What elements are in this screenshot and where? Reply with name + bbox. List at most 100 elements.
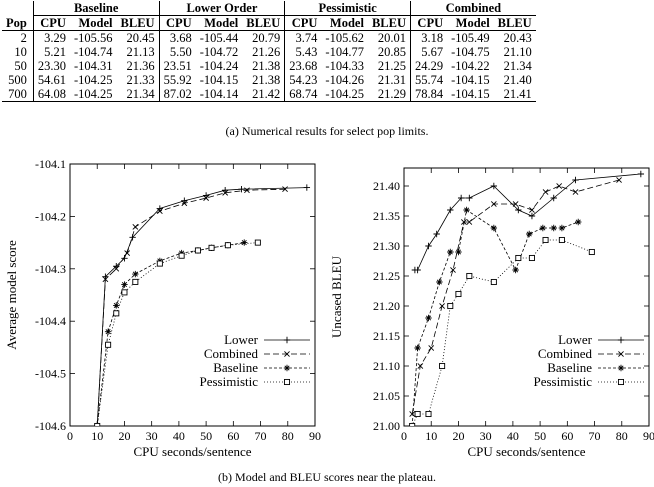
plot-axes: 0 10 20 30 40 50 60 70 80 90 21.00 21.05 21.10 21.15 2…	[373, 167, 654, 443]
x-tick-label: 90	[643, 429, 654, 443]
table-cell: 20.79	[252, 31, 281, 45]
x-tick-label: 0	[67, 429, 73, 443]
x-marker	[490, 201, 497, 207]
table-cell: 21.34	[503, 59, 532, 73]
x-tick-label: 50	[200, 429, 212, 443]
table-pop-cell: 500	[8, 73, 27, 87]
x-tick-label: 70	[255, 429, 267, 443]
table-cell: -104.25	[321, 87, 368, 102]
table-pop-cell: 50	[14, 59, 27, 73]
bleu-score-chart: 0 10 20 30 40 50 60 70 80 90 21.00 21.05 21.10 21.15 2…	[329, 167, 654, 459]
table-cell: -104.75	[451, 45, 490, 59]
table-cell: 20.85	[377, 45, 406, 59]
series-baseline	[408, 206, 582, 426]
table-corner-cell	[2, 1, 33, 16]
x-marker	[529, 207, 535, 213]
square-marker	[105, 341, 112, 348]
x-marker	[244, 187, 250, 194]
square-marker	[542, 236, 549, 244]
y-tick-label: -104.6	[35, 419, 66, 433]
table-column-header: Model	[321, 15, 368, 31]
square-marker	[113, 310, 120, 317]
square-marker	[447, 302, 454, 310]
chart-caption: (b) Model and BLEU scores near the plate…	[218, 470, 436, 484]
plus-marker	[550, 194, 557, 202]
series-lower	[411, 170, 645, 274]
x-marker	[156, 208, 163, 215]
star-marker	[447, 248, 454, 256]
table-cell: 21.31	[377, 73, 406, 87]
series-lower	[94, 184, 311, 426]
results-table: Baseline Lower Order Pessimistic Combined P…	[2, 1, 536, 102]
y-tick-label: -104.5	[35, 367, 66, 381]
plus-marker	[283, 336, 291, 344]
plus-marker	[490, 182, 498, 190]
table-group-header: Combined	[409, 1, 536, 16]
series-pessimistic	[94, 239, 261, 426]
table-cell: -104.15	[451, 73, 490, 87]
table-cell: 20.43	[503, 31, 532, 45]
square-marker	[466, 272, 473, 280]
table-group-header: Lower Order	[158, 1, 285, 16]
table-column-header: CPU	[284, 15, 322, 31]
x-tick-label: 10	[91, 429, 103, 443]
square-marker	[194, 247, 201, 254]
legend-label: Baseline	[547, 360, 592, 375]
x-marker	[222, 189, 229, 196]
x-tick-label: 80	[282, 429, 294, 443]
star-marker	[512, 266, 519, 274]
x-tick-label: 50	[534, 429, 546, 443]
x-tick-label: 30	[480, 429, 492, 443]
star-marker	[558, 224, 566, 232]
x-marker	[282, 186, 288, 193]
star-marker	[241, 239, 248, 246]
y-tick-label: 21.25	[373, 269, 400, 283]
y-tick-label: -104.2	[35, 209, 66, 223]
series-combined	[409, 177, 622, 417]
x-tick-label: 70	[589, 429, 601, 443]
plus-marker	[433, 230, 440, 238]
table-cell: 23.30	[32, 59, 70, 73]
y-tick-label: -104.4	[35, 314, 66, 328]
x-tick-label: 30	[146, 429, 158, 443]
y-tick-label: 21.15	[373, 329, 400, 343]
star-marker	[132, 270, 139, 278]
table-column-header: BLEU	[493, 15, 536, 31]
table-caption: (a) Numerical results for select pop lim…	[225, 124, 429, 138]
square-marker	[94, 422, 101, 426]
table-cell: -104.15	[199, 73, 239, 87]
legend-label: Combined	[204, 346, 259, 361]
legend-label: Baseline	[213, 360, 258, 375]
square-marker	[409, 422, 416, 426]
table-cell: 21.41	[493, 87, 536, 102]
table-row: 500 54.61 -104.25 21.33 55.92 -104.15 21.38 54.…	[2, 73, 536, 87]
square-marker	[132, 278, 139, 285]
table-cell: 21.40	[503, 73, 532, 87]
y-tick-label: 21.20	[373, 299, 400, 313]
star-marker	[463, 206, 470, 214]
table-group-header: Baseline	[32, 1, 160, 16]
table-row: 700 64.08 -104.25 21.34 87.02 -104.14 21.42 68.…	[2, 87, 536, 102]
y-axis-label: Uncased BLEU	[329, 255, 344, 338]
table-cell: 23.68	[284, 59, 322, 73]
x-tick-label: 90	[309, 429, 321, 443]
table-column-header: CPU	[158, 15, 196, 31]
table-cell: -104.72	[199, 45, 239, 59]
y-tick-label: 21.35	[373, 209, 400, 223]
table-cell: 55.92	[158, 73, 196, 87]
table-cell: 20.01	[377, 31, 406, 45]
plus-marker	[617, 336, 625, 344]
table-row: 50 23.30 -104.31 21.36 23.51 -104.24 21.38 23.6…	[2, 59, 536, 73]
x-marker	[409, 411, 416, 417]
table-cell: 24.29	[410, 59, 448, 73]
table-cell: 54.23	[284, 73, 322, 87]
star-marker	[283, 364, 291, 372]
table-pop-header: Pop	[2, 15, 34, 31]
x-marker	[124, 250, 131, 256]
star-marker	[550, 224, 557, 232]
star-marker	[575, 218, 582, 226]
plot-frame	[403, 167, 650, 427]
x-tick-label: 10	[425, 429, 437, 443]
table-cell: 23.51	[158, 59, 196, 73]
